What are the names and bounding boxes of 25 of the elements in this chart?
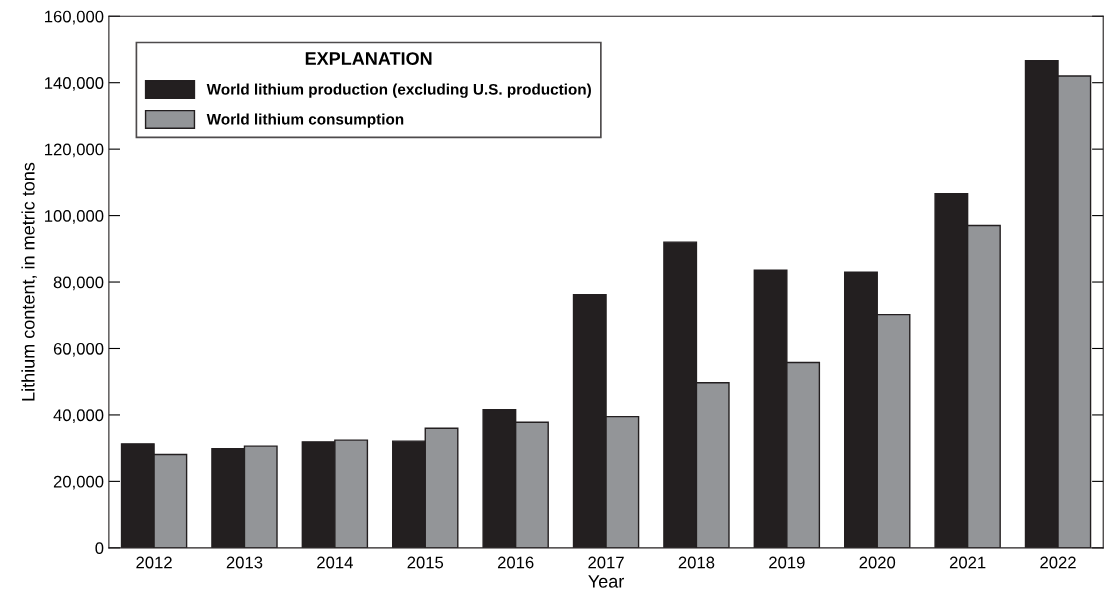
- x-tick-label: 2014: [317, 556, 353, 569]
- y-tick-label: 160,000: [45, 10, 104, 25]
- y-tick-label: 40,000: [53, 409, 104, 424]
- x-tick-label: 2016: [497, 556, 534, 569]
- y-tick-label: 140,000: [45, 77, 104, 91]
- x-tick-label: 2013: [226, 556, 263, 569]
- x-tick-label: 2019: [769, 556, 805, 569]
- y-tick-label: 100,000: [45, 209, 104, 224]
- y-tick-label: 80,000: [53, 276, 104, 291]
- y-tick-label: 120,000: [45, 143, 104, 158]
- legend-title: EXPLANATION: [305, 52, 432, 65]
- y-tick-label: 60,000: [53, 342, 104, 357]
- x-tick-label: 2018: [678, 556, 715, 569]
- x-tick-label: 2020: [859, 556, 896, 569]
- y-axis-title: Lithium content, in metric tons: [21, 162, 37, 401]
- y-tick-label: 0: [95, 542, 104, 555]
- x-tick-label: 2012: [136, 556, 172, 569]
- x-axis-title: Year: [588, 575, 624, 588]
- y-tick-label: 20,000: [53, 475, 104, 490]
- legend-label: World lithium consumption: [206, 113, 404, 128]
- x-tick-label: 2022: [1040, 556, 1076, 569]
- x-tick-label: 2015: [407, 556, 444, 569]
- x-tick-label: 2021: [949, 556, 986, 569]
- x-tick-label: 2017: [588, 556, 624, 569]
- legend-label: World lithium production (excluding U.S. production): [206, 83, 591, 98]
